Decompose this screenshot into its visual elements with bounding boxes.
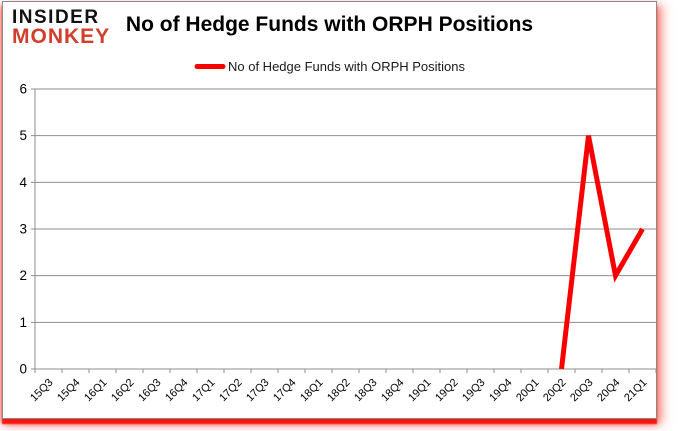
svg-text:19Q1: 19Q1 [406, 377, 434, 405]
svg-text:18Q2: 18Q2 [325, 377, 353, 405]
svg-text:20Q1: 20Q1 [514, 377, 542, 405]
svg-text:2: 2 [19, 268, 27, 283]
svg-text:19Q4: 19Q4 [487, 377, 515, 405]
legend-line-marker [194, 64, 225, 69]
svg-text:20Q2: 20Q2 [541, 377, 569, 405]
svg-text:19Q3: 19Q3 [460, 377, 488, 405]
insider-monkey-logo: INSIDER MONKEY [12, 7, 111, 49]
svg-text:15Q3: 15Q3 [28, 377, 56, 405]
svg-text:15Q4: 15Q4 [55, 377, 83, 405]
chart-panel: INSIDER MONKEY No of Hedge Funds with OR… [2, 1, 657, 419]
svg-text:19Q2: 19Q2 [433, 377, 461, 405]
svg-text:21Q1: 21Q1 [622, 377, 650, 405]
logo-text-monkey: MONKEY [12, 25, 111, 49]
svg-text:18Q4: 18Q4 [379, 377, 407, 405]
svg-text:1: 1 [19, 315, 27, 330]
svg-text:16Q1: 16Q1 [82, 377, 110, 405]
svg-text:20Q4: 20Q4 [595, 377, 623, 405]
svg-text:17Q4: 17Q4 [271, 377, 299, 405]
chart-legend: No of Hedge Funds with ORPH Positions [194, 59, 465, 74]
legend-label: No of Hedge Funds with ORPH Positions [228, 59, 465, 74]
svg-text:16Q3: 16Q3 [136, 377, 164, 405]
svg-text:6: 6 [19, 82, 27, 97]
svg-text:17Q2: 17Q2 [217, 377, 245, 405]
chart-title: No of Hedge Funds with ORPH Positions [125, 13, 534, 36]
svg-text:16Q2: 16Q2 [109, 377, 137, 405]
svg-text:5: 5 [19, 128, 27, 143]
svg-text:3: 3 [19, 222, 27, 237]
svg-text:16Q4: 16Q4 [163, 377, 191, 405]
logo-text-insider: INSIDER [12, 7, 100, 28]
svg-text:17Q3: 17Q3 [244, 377, 272, 405]
svg-text:20Q3: 20Q3 [568, 377, 596, 405]
svg-text:17Q1: 17Q1 [190, 377, 218, 405]
svg-text:0: 0 [19, 362, 27, 377]
svg-text:4: 4 [19, 175, 27, 190]
svg-text:18Q3: 18Q3 [352, 377, 380, 405]
svg-text:18Q1: 18Q1 [298, 377, 326, 405]
